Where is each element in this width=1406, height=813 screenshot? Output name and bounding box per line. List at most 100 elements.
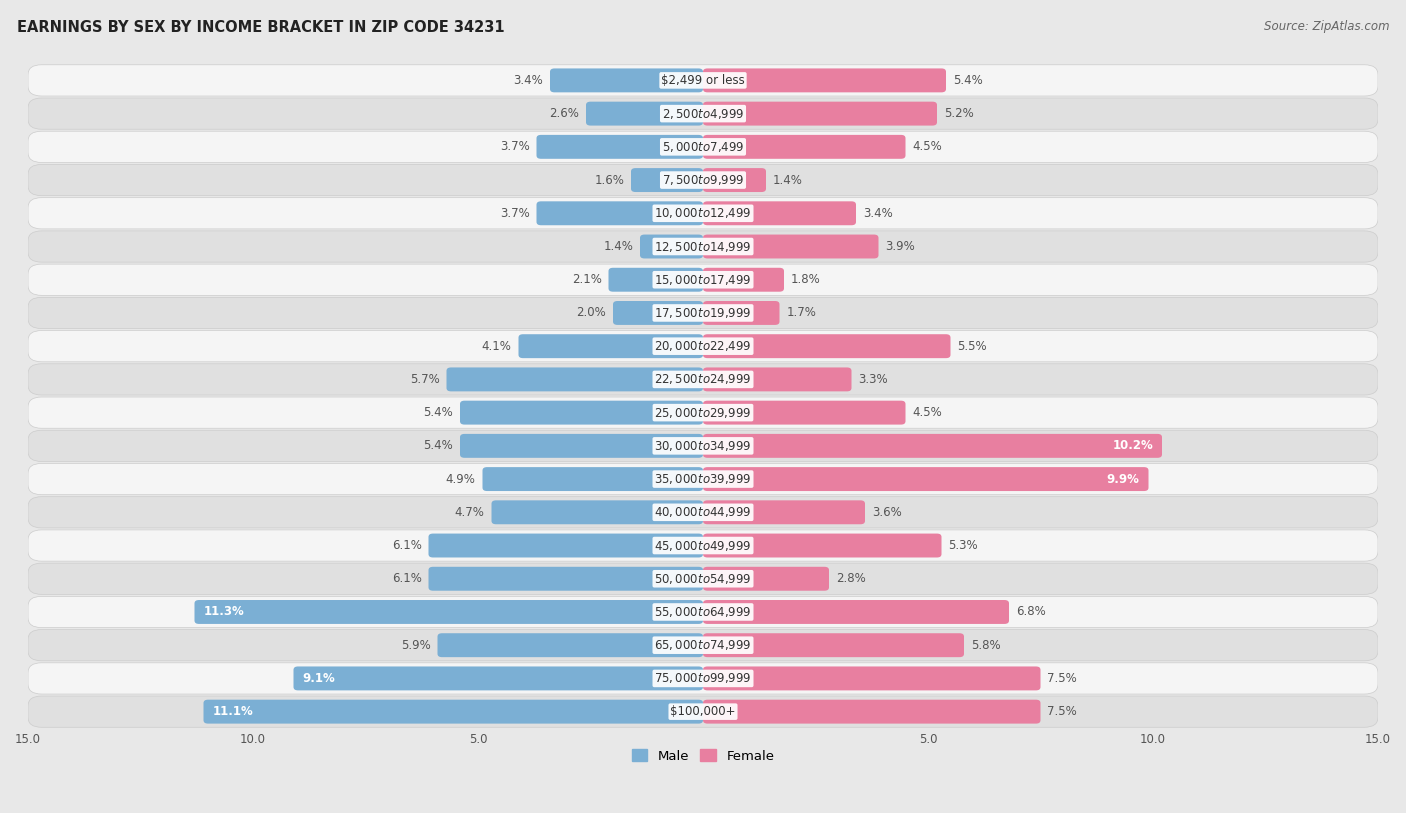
Text: 7.5%: 7.5% (1047, 672, 1077, 685)
FancyBboxPatch shape (703, 667, 1040, 690)
FancyBboxPatch shape (28, 463, 1378, 494)
FancyBboxPatch shape (703, 102, 936, 125)
FancyBboxPatch shape (703, 500, 865, 524)
Text: 3.7%: 3.7% (501, 141, 530, 154)
Text: $15,000 to $17,499: $15,000 to $17,499 (654, 272, 752, 287)
FancyBboxPatch shape (28, 696, 1378, 728)
Text: $75,000 to $99,999: $75,000 to $99,999 (654, 672, 752, 685)
FancyBboxPatch shape (519, 334, 703, 359)
FancyBboxPatch shape (703, 367, 852, 391)
FancyBboxPatch shape (537, 135, 703, 159)
Text: $17,500 to $19,999: $17,500 to $19,999 (654, 306, 752, 320)
Text: $12,500 to $14,999: $12,500 to $14,999 (654, 240, 752, 254)
Text: 9.9%: 9.9% (1107, 472, 1139, 485)
FancyBboxPatch shape (703, 467, 1149, 491)
Text: $35,000 to $39,999: $35,000 to $39,999 (654, 472, 752, 486)
Text: $100,000+: $100,000+ (671, 705, 735, 718)
Text: 1.6%: 1.6% (595, 173, 624, 186)
Text: $2,500 to $4,999: $2,500 to $4,999 (662, 107, 744, 120)
FancyBboxPatch shape (28, 430, 1378, 462)
FancyBboxPatch shape (28, 264, 1378, 295)
Text: 2.8%: 2.8% (835, 572, 866, 585)
Text: 1.7%: 1.7% (786, 307, 815, 320)
FancyBboxPatch shape (28, 231, 1378, 262)
FancyBboxPatch shape (703, 301, 779, 325)
FancyBboxPatch shape (294, 667, 703, 690)
Text: 3.7%: 3.7% (501, 207, 530, 220)
FancyBboxPatch shape (631, 168, 703, 192)
FancyBboxPatch shape (703, 700, 1040, 724)
Text: 9.1%: 9.1% (302, 672, 335, 685)
FancyBboxPatch shape (613, 301, 703, 325)
FancyBboxPatch shape (28, 65, 1378, 96)
FancyBboxPatch shape (609, 267, 703, 292)
FancyBboxPatch shape (482, 467, 703, 491)
Text: 11.3%: 11.3% (204, 606, 245, 619)
Text: $50,000 to $54,999: $50,000 to $54,999 (654, 572, 752, 585)
FancyBboxPatch shape (28, 331, 1378, 362)
Text: 3.4%: 3.4% (863, 207, 893, 220)
FancyBboxPatch shape (194, 600, 703, 624)
FancyBboxPatch shape (28, 397, 1378, 428)
FancyBboxPatch shape (703, 434, 1161, 458)
Text: $20,000 to $22,499: $20,000 to $22,499 (654, 339, 752, 353)
Text: $5,000 to $7,499: $5,000 to $7,499 (662, 140, 744, 154)
Text: 6.1%: 6.1% (392, 539, 422, 552)
FancyBboxPatch shape (537, 202, 703, 225)
FancyBboxPatch shape (703, 334, 950, 359)
Text: Source: ZipAtlas.com: Source: ZipAtlas.com (1264, 20, 1389, 33)
Text: 1.4%: 1.4% (773, 173, 803, 186)
Text: 3.4%: 3.4% (513, 74, 543, 87)
Text: 2.6%: 2.6% (550, 107, 579, 120)
FancyBboxPatch shape (28, 131, 1378, 163)
Text: 3.9%: 3.9% (886, 240, 915, 253)
Text: 5.8%: 5.8% (970, 639, 1001, 652)
FancyBboxPatch shape (703, 68, 946, 93)
Text: 4.9%: 4.9% (446, 472, 475, 485)
FancyBboxPatch shape (703, 533, 942, 558)
Text: 3.3%: 3.3% (858, 373, 887, 386)
FancyBboxPatch shape (703, 267, 785, 292)
FancyBboxPatch shape (703, 401, 905, 424)
FancyBboxPatch shape (460, 434, 703, 458)
FancyBboxPatch shape (28, 563, 1378, 594)
FancyBboxPatch shape (703, 567, 830, 591)
Text: $22,500 to $24,999: $22,500 to $24,999 (654, 372, 752, 386)
FancyBboxPatch shape (28, 530, 1378, 561)
Text: 5.4%: 5.4% (953, 74, 983, 87)
Text: $7,500 to $9,999: $7,500 to $9,999 (662, 173, 744, 187)
Text: $40,000 to $44,999: $40,000 to $44,999 (654, 506, 752, 520)
Text: $55,000 to $64,999: $55,000 to $64,999 (654, 605, 752, 619)
Text: EARNINGS BY SEX BY INCOME BRACKET IN ZIP CODE 34231: EARNINGS BY SEX BY INCOME BRACKET IN ZIP… (17, 20, 505, 35)
FancyBboxPatch shape (204, 700, 703, 724)
Text: 5.3%: 5.3% (948, 539, 979, 552)
Text: 5.9%: 5.9% (401, 639, 430, 652)
FancyBboxPatch shape (28, 597, 1378, 628)
FancyBboxPatch shape (586, 102, 703, 125)
Text: 4.7%: 4.7% (456, 506, 485, 519)
FancyBboxPatch shape (703, 234, 879, 259)
FancyBboxPatch shape (28, 363, 1378, 395)
FancyBboxPatch shape (492, 500, 703, 524)
FancyBboxPatch shape (550, 68, 703, 93)
Text: 5.2%: 5.2% (943, 107, 973, 120)
FancyBboxPatch shape (28, 629, 1378, 661)
FancyBboxPatch shape (460, 401, 703, 424)
FancyBboxPatch shape (28, 98, 1378, 129)
Text: 4.5%: 4.5% (912, 406, 942, 420)
Text: 2.0%: 2.0% (576, 307, 606, 320)
Text: 2.1%: 2.1% (572, 273, 602, 286)
Text: $65,000 to $74,999: $65,000 to $74,999 (654, 638, 752, 652)
Text: 6.8%: 6.8% (1015, 606, 1046, 619)
Text: 7.5%: 7.5% (1047, 705, 1077, 718)
Text: 6.1%: 6.1% (392, 572, 422, 585)
FancyBboxPatch shape (429, 533, 703, 558)
Text: 11.1%: 11.1% (212, 705, 253, 718)
Text: $10,000 to $12,499: $10,000 to $12,499 (654, 207, 752, 220)
Text: $2,499 or less: $2,499 or less (661, 74, 745, 87)
Text: 3.6%: 3.6% (872, 506, 901, 519)
Text: $25,000 to $29,999: $25,000 to $29,999 (654, 406, 752, 420)
Text: 5.7%: 5.7% (411, 373, 440, 386)
FancyBboxPatch shape (703, 633, 965, 657)
Text: $45,000 to $49,999: $45,000 to $49,999 (654, 538, 752, 553)
